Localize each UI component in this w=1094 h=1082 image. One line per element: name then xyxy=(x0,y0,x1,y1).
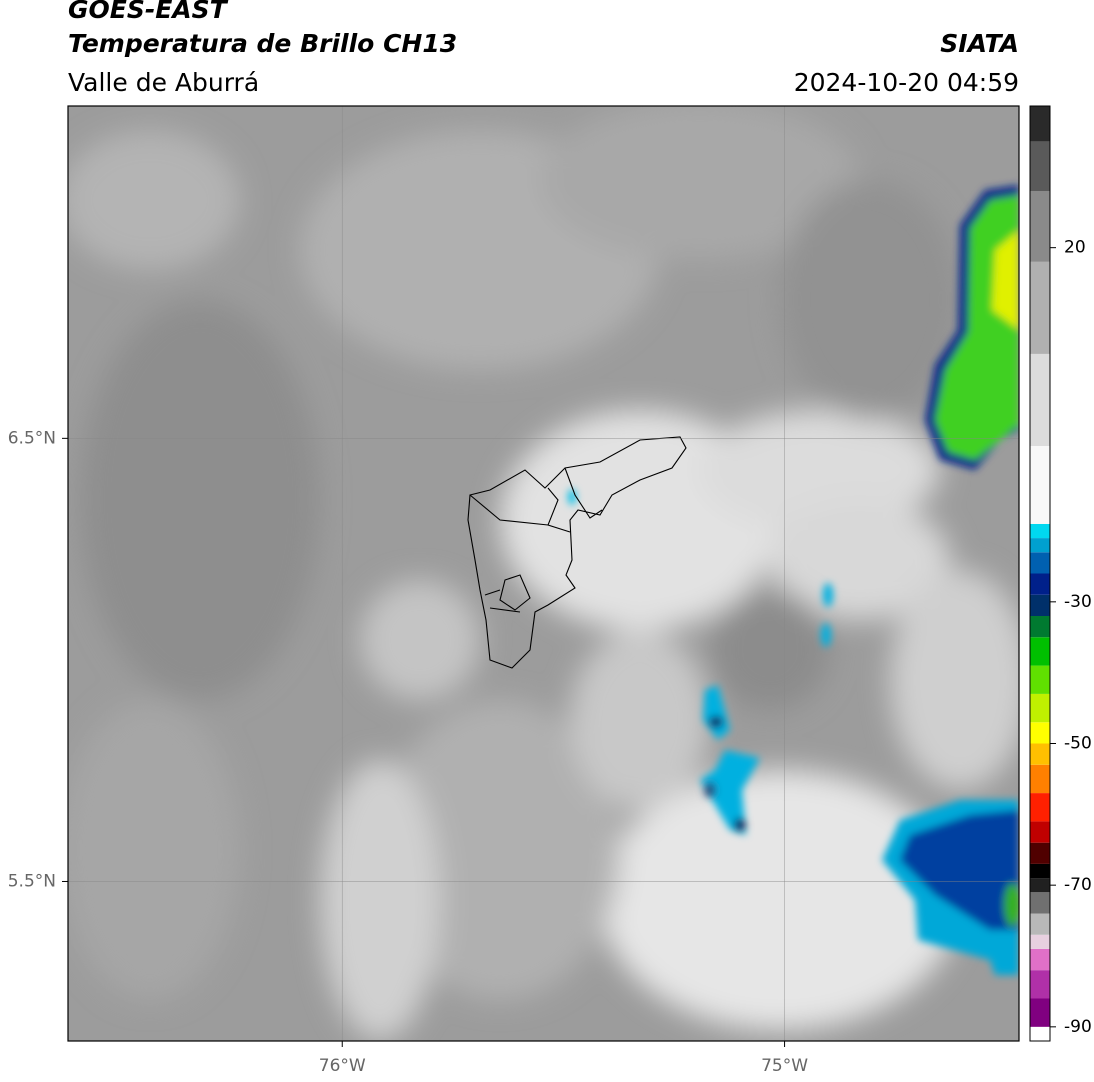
y-tick-label: 6.5°N xyxy=(8,428,56,448)
colorbar-tick-label: -50 xyxy=(1064,734,1092,754)
colorbar-segment xyxy=(1030,934,1050,949)
colorbar-segment xyxy=(1030,665,1050,694)
colorbar: 20 -30 -50 -70 -90 xyxy=(1030,106,1092,1041)
colorbar-segment xyxy=(1030,446,1050,524)
colorbar-segment xyxy=(1030,191,1050,262)
colorbar-tick-label: -90 xyxy=(1064,1017,1092,1037)
colorbar-segment xyxy=(1030,573,1050,595)
colorbar-segment xyxy=(1030,892,1050,914)
colorbar-segment xyxy=(1030,106,1050,142)
map-frame xyxy=(67,105,1020,1042)
y-tick-label: 5.5°N xyxy=(8,871,56,891)
datetime-label: 2024-10-20 04:59 xyxy=(794,68,1019,97)
colorbar-tick-label: -30 xyxy=(1064,592,1092,612)
satellite-title: GOES-EAST xyxy=(68,0,229,24)
colorbar-segment xyxy=(1030,594,1050,616)
colorbar-segment xyxy=(1030,842,1050,864)
region-label: Valle de Aburrá xyxy=(68,68,259,97)
colorbar-segment xyxy=(1030,863,1050,879)
colorbar-segment xyxy=(1030,261,1050,354)
source-label: SIATA xyxy=(940,29,1019,58)
colorbar-segment xyxy=(1030,743,1050,765)
colorbar-segment xyxy=(1030,998,1050,1027)
colorbar-segment xyxy=(1030,878,1050,893)
colorbar-segment xyxy=(1030,764,1050,794)
colorbar-segment xyxy=(1030,821,1050,843)
colorbar-frame xyxy=(1029,105,1051,1042)
colorbar-segment xyxy=(1030,353,1050,446)
colorbar-segment xyxy=(1030,693,1050,723)
colorbar-segment xyxy=(1030,913,1050,935)
product-title: Temperatura de Brillo CH13 xyxy=(68,29,457,58)
colorbar-segment xyxy=(1030,141,1050,191)
colorbar-segment xyxy=(1030,970,1050,999)
colorbar-segment xyxy=(1030,616,1050,638)
colorbar-segment xyxy=(1030,948,1050,971)
grid: 76°W 75°W 6.5°N 5.5°N xyxy=(8,106,1019,1076)
x-tick-label: 76°W xyxy=(319,1056,366,1076)
colorbar-tick-label: -70 xyxy=(1064,875,1092,895)
colorbar-segment xyxy=(1030,552,1050,574)
colorbar-tick-label: 20 xyxy=(1064,238,1086,258)
colorbar-segment xyxy=(1030,722,1050,744)
colorbar-segment xyxy=(1030,523,1050,539)
colorbar-segment xyxy=(1030,793,1050,822)
colorbar-segment xyxy=(1030,637,1050,666)
x-tick-label: 75°W xyxy=(761,1056,808,1076)
satellite-image xyxy=(68,106,1019,1041)
colorbar-segment xyxy=(1030,1026,1050,1041)
colorbar-segment xyxy=(1030,538,1050,553)
